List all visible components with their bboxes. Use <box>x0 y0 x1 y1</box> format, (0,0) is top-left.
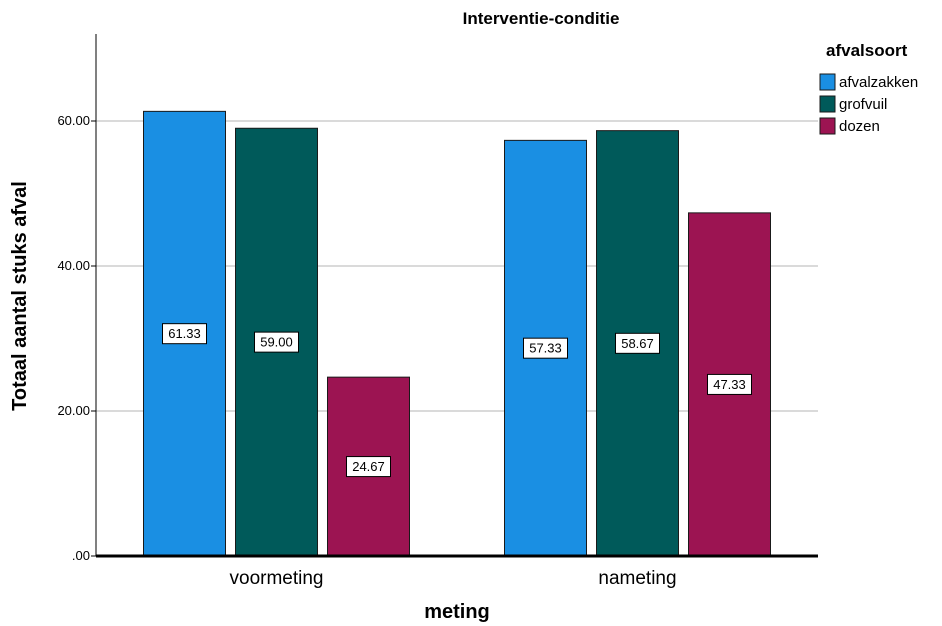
data-label-box <box>346 456 391 478</box>
legend: afvalsoort afvalzakken grofvuil dozen <box>819 41 918 135</box>
data-label: 58.67 <box>621 336 654 351</box>
legend-label-grofvuil: grofvuil <box>839 96 887 113</box>
y-tick-labels: .00 20.00 40.00 60.00 <box>57 113 96 563</box>
legend-title: afvalsoort <box>826 41 908 60</box>
data-label: 59.00 <box>260 335 293 350</box>
data-label: 24.67 <box>352 459 385 474</box>
x-category-labels: voormeting nameting <box>230 568 677 589</box>
data-label-box <box>162 323 207 345</box>
x-axis-title: meting <box>424 601 490 623</box>
y-tick-label: 60.00 <box>57 113 90 128</box>
x-category-label: voormeting <box>230 568 324 589</box>
legend-label-dozen: dozen <box>839 118 880 135</box>
bars: 61.33 59.00 24.67 57.33 58.67 47.33 <box>143 110 771 557</box>
data-label-box <box>707 373 752 395</box>
y-tick-label: 20.00 <box>57 403 90 418</box>
data-label: 47.33 <box>713 377 746 392</box>
data-label-box <box>615 332 660 354</box>
y-axis-title: Totaal aantal stuks afval <box>9 181 31 411</box>
y-tick-label: 40.00 <box>57 258 90 273</box>
chart-title: Interventie-conditie <box>463 9 620 28</box>
y-tick-label: .00 <box>72 548 90 563</box>
data-label-box <box>523 337 568 359</box>
legend-swatch-afvalzakken <box>819 73 836 91</box>
legend-swatch-dozen <box>819 117 836 135</box>
data-label-box <box>254 331 299 353</box>
x-category-label: nameting <box>598 568 676 589</box>
legend-swatch-grofvuil <box>819 95 836 113</box>
data-label: 61.33 <box>168 326 201 341</box>
legend-label-afvalzakken: afvalzakken <box>839 74 918 91</box>
data-label: 57.33 <box>529 341 562 356</box>
